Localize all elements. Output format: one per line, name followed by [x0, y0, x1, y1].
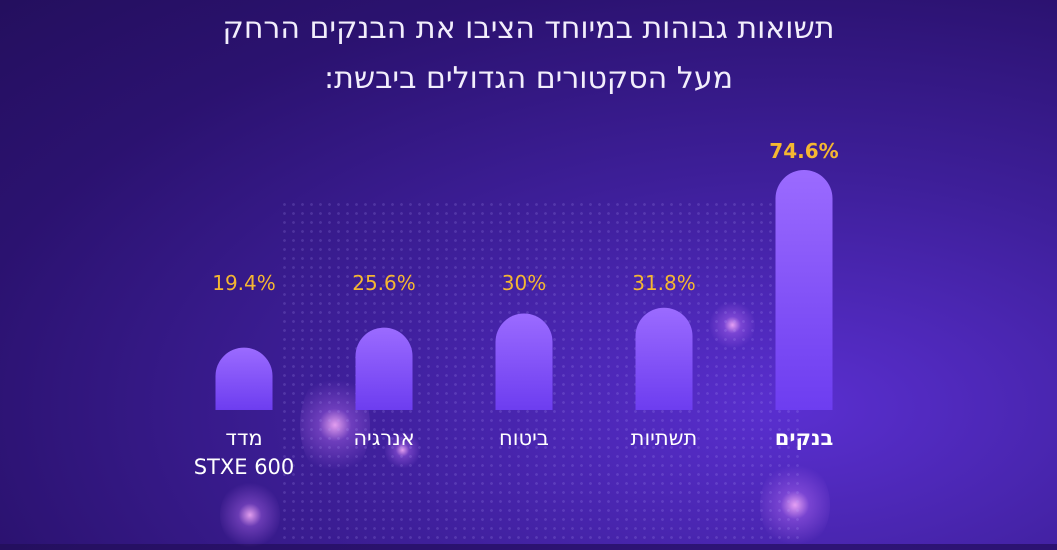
title-line: מעל הסקטורים הגדולים ביבשת: — [324, 61, 733, 96]
category-label: ביטוח — [499, 426, 549, 450]
bar — [495, 313, 553, 410]
bar — [355, 327, 413, 410]
bar — [635, 307, 693, 410]
value-label: 31.8% — [632, 271, 696, 295]
category-label: STXE 600 — [194, 455, 295, 479]
bar — [775, 170, 833, 410]
value-label: 30% — [502, 271, 546, 295]
chart-title: תשואות גבוהות במיוחד הציבו את הבנקים הרח… — [0, 4, 1057, 104]
value-label: 19.4% — [212, 271, 276, 295]
category-label: אנרגיה — [353, 426, 414, 450]
value-label: 25.6% — [352, 271, 416, 295]
bar — [215, 347, 273, 410]
category-label: תשתיות — [631, 426, 698, 450]
value-label: 74.6% — [769, 139, 838, 163]
category-label: מדד — [225, 426, 262, 450]
category-label: בנקים — [775, 426, 834, 450]
title-line: תשואות גבוהות במיוחד הציבו את הבנקים הרח… — [222, 11, 835, 46]
